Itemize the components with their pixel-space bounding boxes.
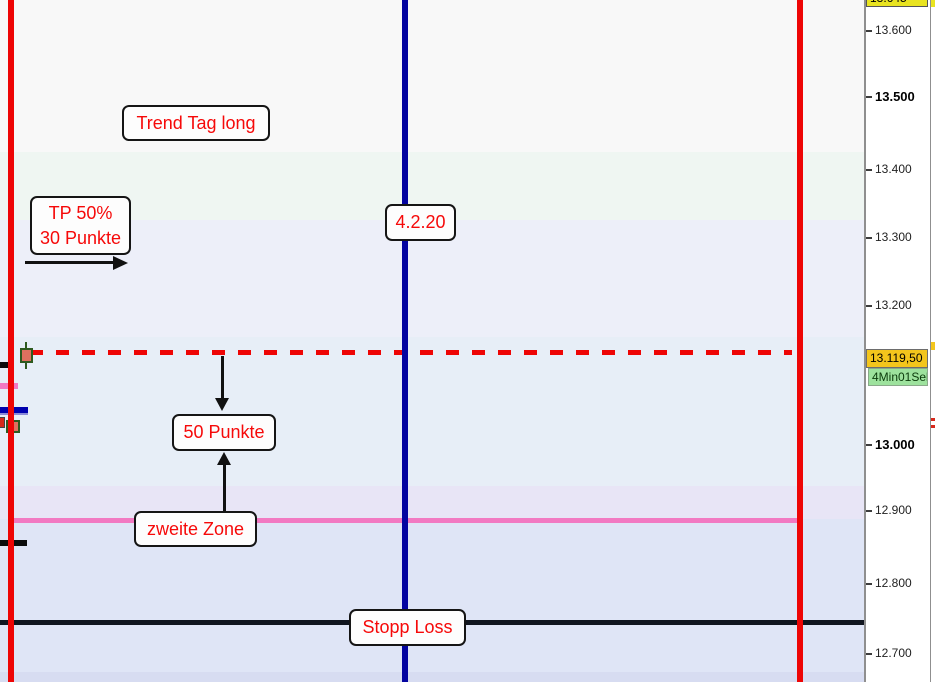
tick-mark bbox=[866, 30, 872, 32]
trend-tag-long-label[interactable]: Trend Tag long bbox=[122, 105, 270, 141]
trend-tag-long-text: Trend Tag long bbox=[136, 112, 256, 133]
tick-mark bbox=[866, 444, 872, 446]
date-label[interactable]: 4.2.20 bbox=[385, 204, 456, 241]
axis-tick-13200: 13.200 bbox=[875, 298, 912, 312]
tick-mark bbox=[866, 169, 872, 171]
date-text: 4.2.20 bbox=[395, 212, 446, 232]
price-zone-band-6 bbox=[0, 519, 864, 672]
right-strip-red-mark-1 bbox=[931, 418, 935, 421]
stop-loss-label[interactable]: Stopp Loss bbox=[349, 609, 466, 646]
stop-loss-text: Stopp Loss bbox=[362, 617, 453, 637]
axis-tick-13400: 13.400 bbox=[875, 162, 912, 176]
fifty-points-label[interactable]: 50 Punkte bbox=[172, 414, 276, 451]
fifty-points-down-arrow-line bbox=[221, 356, 224, 399]
left-black-price-mark[interactable] bbox=[0, 362, 12, 368]
axis-tick-13000: 13.000 bbox=[875, 437, 915, 452]
entry-tp-dashed-line[interactable] bbox=[30, 350, 792, 355]
second-zone-label[interactable]: zweite Zone bbox=[134, 511, 257, 547]
axis-right-strip bbox=[931, 0, 935, 682]
tick-mark bbox=[866, 237, 872, 239]
axis-separator-line bbox=[864, 0, 866, 682]
left-boundary-line[interactable] bbox=[8, 0, 14, 682]
fifty-points-down-arrow-head-icon bbox=[215, 398, 229, 411]
fifty-points-text: 50 Punkte bbox=[183, 422, 265, 442]
right-strip-yellow-fragment-top bbox=[931, 0, 935, 7]
fifty-points-up-arrow-head-icon bbox=[217, 452, 231, 465]
right-boundary-line[interactable] bbox=[797, 0, 803, 682]
price-zone-band-5 bbox=[0, 486, 864, 519]
price-axis-panel[interactable] bbox=[866, 0, 930, 682]
axis-tick-13300: 13.300 bbox=[875, 230, 912, 244]
left-red-order-chip[interactable] bbox=[0, 417, 5, 428]
tick-mark bbox=[866, 305, 872, 307]
tick-mark bbox=[866, 583, 872, 585]
axis-tick-12800: 12.800 bbox=[875, 576, 912, 590]
fifty-points-up-arrow-line bbox=[223, 464, 226, 513]
candle-countdown-badge: 4Min01Sek bbox=[868, 368, 928, 386]
tick-mark bbox=[866, 510, 872, 512]
left-navy-price-mark[interactable] bbox=[0, 407, 28, 413]
tp-50-line2: 30 Punkte bbox=[39, 227, 122, 248]
tick-mark bbox=[866, 653, 872, 655]
left-navy-price-mark-edge bbox=[0, 413, 28, 415]
price-zone-band-7 bbox=[0, 672, 864, 682]
current-price-badge: 13.119,50 bbox=[866, 349, 928, 368]
tp-direction-arrow-line bbox=[25, 261, 115, 264]
top-price-badge: 13.645 bbox=[866, 0, 928, 7]
tp-50-label[interactable]: TP 50% 30 Punkte bbox=[30, 196, 131, 255]
tick-mark bbox=[866, 96, 872, 98]
axis-tick-12700: 12.700 bbox=[875, 646, 912, 660]
axis-tick-13600: 13.600 bbox=[875, 23, 912, 37]
axis-tick-12900: 12.900 bbox=[875, 503, 912, 517]
right-strip-yellow-fragment bbox=[931, 342, 935, 350]
right-strip-red-mark-2 bbox=[931, 425, 935, 428]
tp-50-line1: TP 50% bbox=[48, 202, 113, 223]
candle-marker-entry[interactable] bbox=[20, 348, 33, 363]
axis-right-border-line bbox=[930, 0, 931, 682]
axis-tick-13500: 13.500 bbox=[875, 89, 915, 104]
price-zone-band-4 bbox=[0, 337, 864, 486]
tp-direction-arrow-head-icon bbox=[113, 256, 128, 270]
session-separator-line[interactable] bbox=[402, 0, 408, 682]
second-zone-text: zweite Zone bbox=[146, 518, 245, 539]
